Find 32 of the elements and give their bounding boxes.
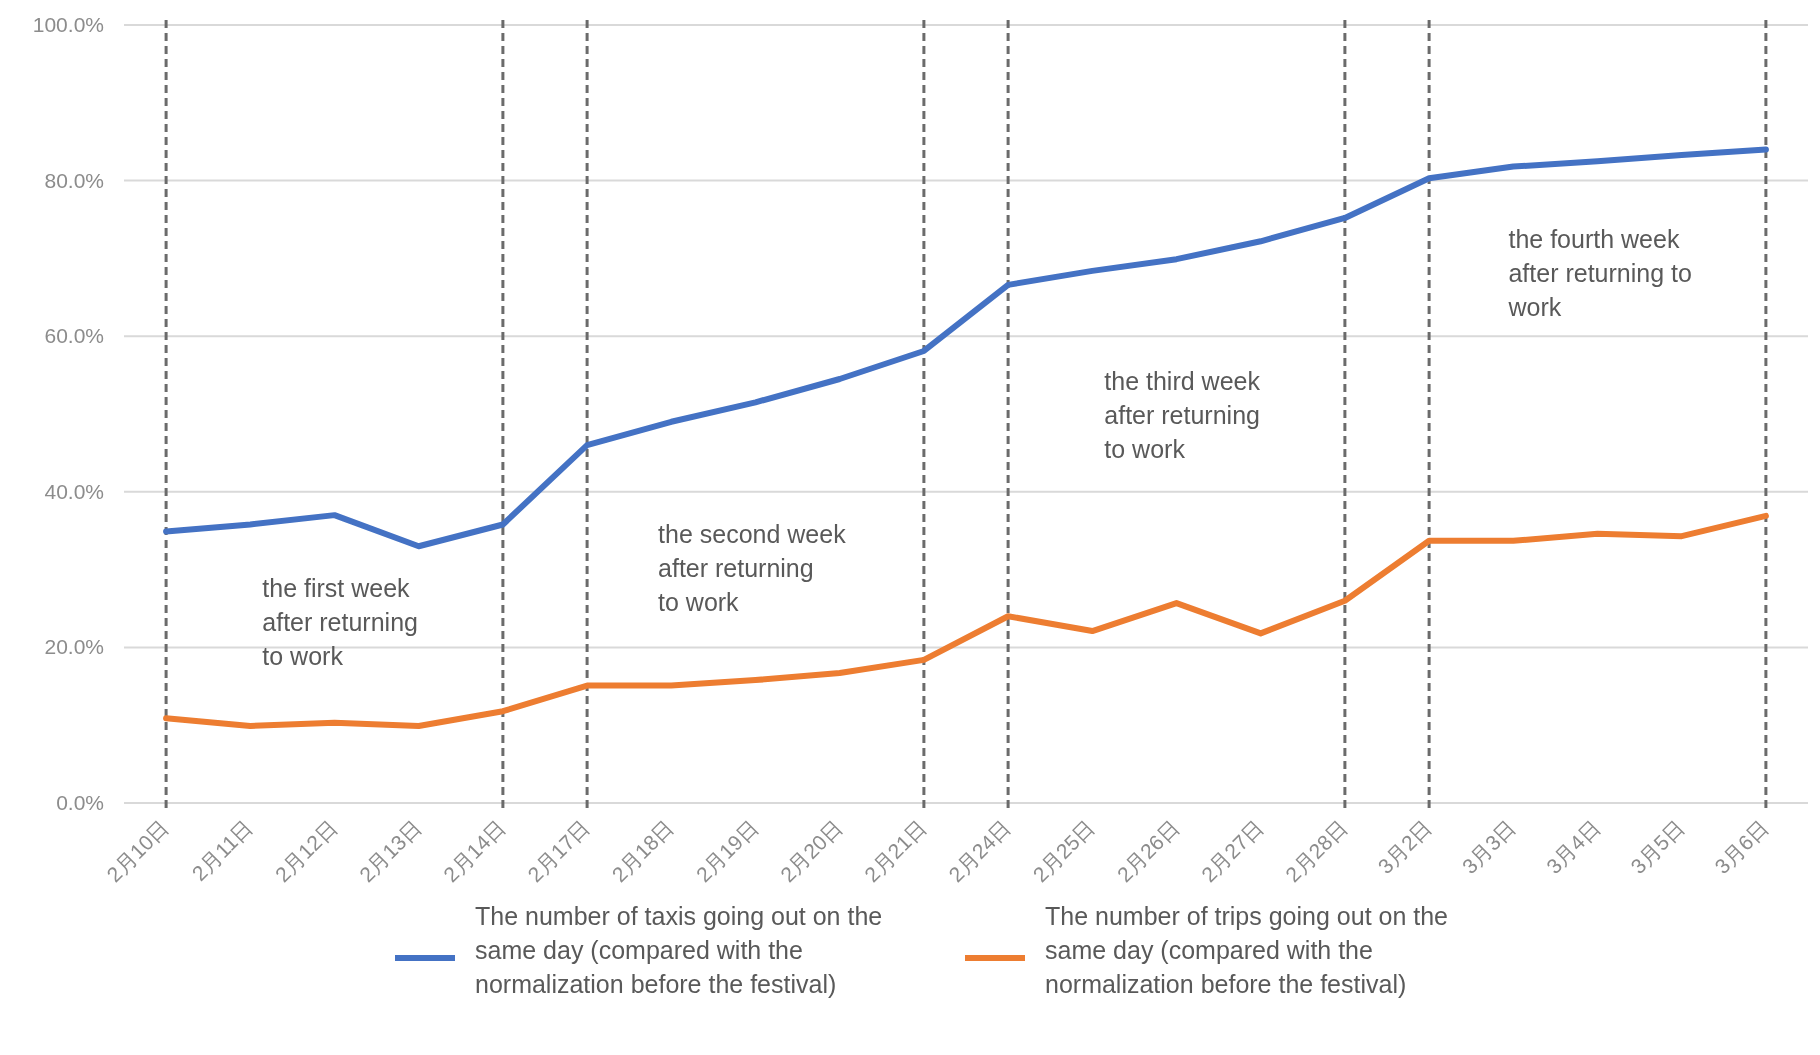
y-tick-label: 100.0% — [32, 13, 104, 36]
legend-label: The number of taxis going out on the same day (compared with the normalization before the festival) — [475, 902, 883, 998]
annotation: the fourth week after returning to work — [1507, 225, 1692, 321]
y-tick-label: 40.0% — [44, 479, 104, 503]
annotation: the third week after returning to work — [1104, 367, 1261, 463]
x-tick-label: 2月26日 — [1112, 815, 1184, 887]
annotation: the first week after returning to work — [262, 574, 418, 670]
x-tick-label: 2月18日 — [607, 815, 679, 887]
x-tick-label: 3月6日 — [1710, 815, 1773, 878]
y-tick-label: 20.0% — [44, 635, 104, 659]
x-tick-label: 2月12日 — [270, 815, 342, 887]
x-tick-label: 2月19日 — [691, 815, 763, 887]
x-tick-label: 2月14日 — [438, 815, 510, 887]
x-tick-label: 2月25日 — [1028, 815, 1100, 887]
x-tick-label: 2月11日 — [187, 815, 258, 886]
x-tick-label: 2月13日 — [354, 815, 426, 887]
x-tick-label: 2月21日 — [859, 815, 931, 887]
x-tick-label: 2月17日 — [523, 815, 594, 887]
x-tick-label: 3月5日 — [1625, 815, 1689, 878]
legend-label: The number of trips going out on the same day (compared with the normalization before the festival) — [1045, 902, 1449, 998]
x-tick-label: 3月3日 — [1457, 815, 1521, 878]
x-tick-label: 3月2日 — [1373, 815, 1436, 878]
x-tick-label: 2月24日 — [944, 815, 1015, 887]
x-tick-label: 2月28日 — [1280, 815, 1352, 887]
x-tick-label: 3月4日 — [1541, 815, 1605, 878]
y-tick-label: 60.0% — [44, 324, 104, 348]
x-tick-label: 2月20日 — [775, 815, 847, 887]
y-tick-label: 80.0% — [44, 168, 104, 192]
x-tick-label: 2月10日 — [102, 815, 173, 887]
annotation: the second week after returning to work — [658, 520, 847, 616]
y-tick-label: 0.0% — [56, 791, 104, 814]
x-tick-label: 2月27日 — [1196, 815, 1268, 887]
